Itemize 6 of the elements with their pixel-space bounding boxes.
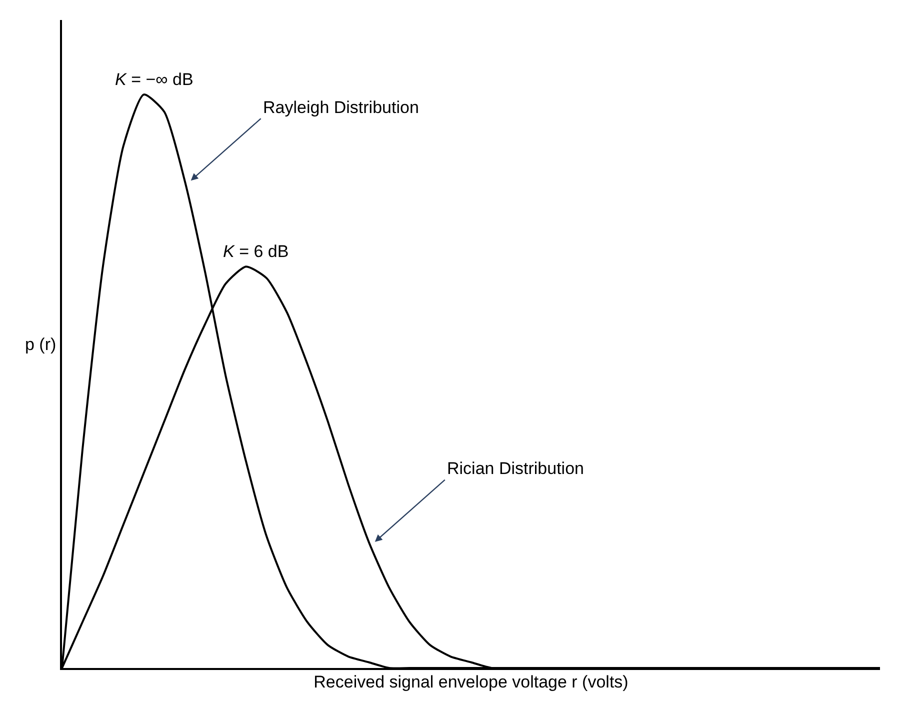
annotation: K = 6 dB [223,242,289,261]
annotation: Rician Distribution [447,459,584,478]
text: K = −∞ dB [115,70,194,89]
annotation: Rayleigh Distribution [263,98,419,117]
x-axis-title: Received signal envelope voltage r (volts) [314,672,628,692]
y-axis-title: p (r) [25,335,56,354]
